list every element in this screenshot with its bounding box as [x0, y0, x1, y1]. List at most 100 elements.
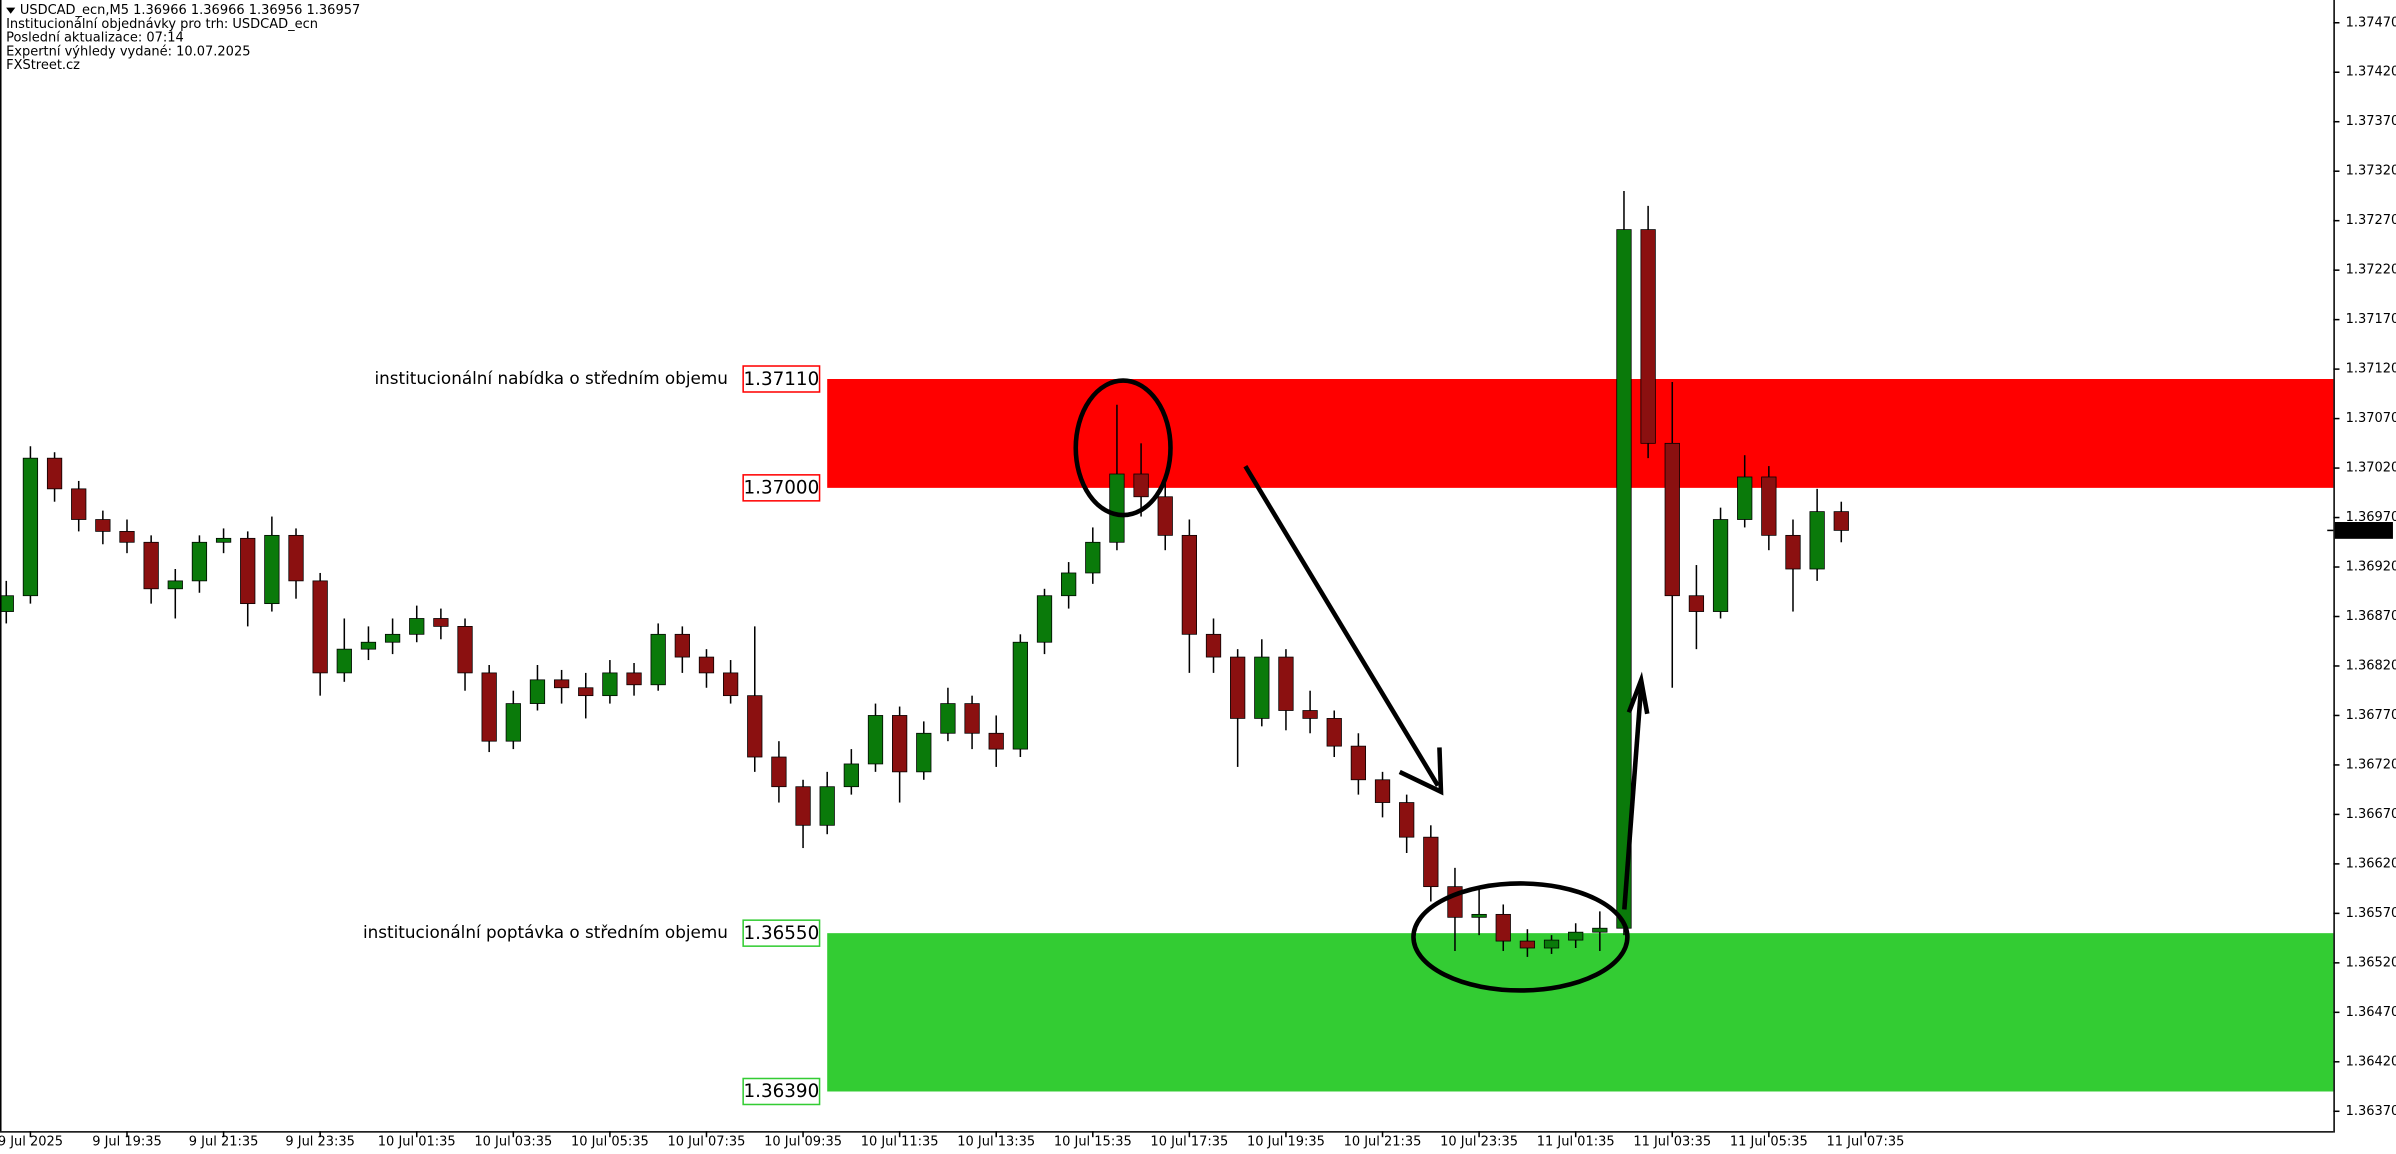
candle-body — [1592, 927, 1608, 933]
y-tick-label: 1.36420 — [2346, 1054, 2396, 1069]
arrow-head — [1626, 671, 1650, 715]
candle-body — [288, 534, 304, 582]
zone — [827, 379, 2334, 488]
candle-body — [1205, 633, 1222, 658]
candle-body — [505, 703, 521, 742]
x-tick-label: 10 Jul 21:35 — [1344, 1134, 1422, 1149]
x-tick-label: 10 Jul 05:35 — [571, 1134, 649, 1149]
candle-body — [1423, 836, 1439, 888]
candle-body — [1543, 939, 1560, 949]
zone-label: institucionální poptávka o středním obje… — [363, 922, 728, 942]
candle-body — [553, 679, 570, 689]
header-line: Institucionální objednávky pro trh: USDC… — [6, 17, 318, 32]
candle-body — [46, 457, 63, 490]
candle-body — [167, 580, 183, 590]
candle-body — [0, 595, 14, 612]
last-price-label: 1.36957 — [2339, 524, 2393, 539]
candle-body — [529, 679, 546, 704]
candle-body — [22, 457, 39, 597]
x-tick-label: 10 Jul 03:35 — [474, 1134, 552, 1149]
x-tick-label: 11 Jul 01:35 — [1537, 1134, 1615, 1149]
zone-price-box — [742, 474, 821, 502]
candle-body — [1133, 473, 1149, 498]
candle-body — [433, 618, 449, 627]
candle-body — [1012, 641, 1028, 750]
zone-price-box — [742, 365, 821, 393]
zone — [827, 933, 2334, 1092]
candle-body — [336, 648, 352, 674]
y-tick-label: 1.36820 — [2346, 658, 2396, 673]
candle-body — [1278, 656, 1294, 711]
y-tick-label: 1.36370 — [2346, 1104, 2396, 1119]
candle-body — [1326, 718, 1342, 747]
y-tick-label: 1.37270 — [2346, 213, 2396, 228]
candle-body — [916, 732, 932, 773]
axes: 1.37470 1.37420 1.37370 1.37320 1.37270 1.372… — [0, 15, 2396, 1149]
zone-label: institucionální nabídka o středním objem… — [374, 368, 727, 388]
y-tick-label: 1.37070 — [2346, 411, 2396, 426]
candle-body — [964, 703, 980, 734]
y-tick-label: 1.36470 — [2346, 1005, 2396, 1020]
zone-price-label: 1.37110 — [743, 369, 819, 390]
candle-body — [867, 715, 884, 765]
header-line: USDCAD_ecn,M5 1.36966 1.36966 1.36956 1.… — [20, 3, 360, 18]
menu-arrow — [6, 7, 16, 14]
candle-body — [1302, 710, 1318, 719]
y-tick-label: 1.37420 — [2346, 65, 2396, 80]
zone-price-label: 1.36550 — [743, 923, 819, 944]
candle-body — [1061, 572, 1077, 597]
ellipse-annotation — [1411, 881, 1630, 993]
candle-body — [1688, 595, 1705, 612]
header-line: Poslední aktualizace: 07:14 — [6, 31, 184, 46]
candle-body — [1833, 511, 1849, 531]
candle-body — [191, 541, 208, 582]
candle-body — [384, 633, 401, 643]
candle-body — [1568, 931, 1584, 941]
x-tick-label: 11 Jul 05:35 — [1730, 1134, 1808, 1149]
candle-body — [674, 633, 690, 658]
candle-body — [1085, 541, 1101, 574]
candle-body — [1350, 745, 1367, 781]
y-tick-label: 1.37370 — [2346, 114, 2396, 129]
zone-price-box — [742, 919, 821, 947]
candle-body — [1374, 779, 1391, 803]
candle-body — [1109, 473, 1125, 543]
arrow-head — [1398, 747, 1444, 796]
candle-body — [1399, 802, 1415, 838]
candle-body — [143, 541, 159, 590]
x-tick-label: 10 Jul 17:35 — [1150, 1134, 1228, 1149]
y-tick-label: 1.37470 — [2346, 15, 2396, 30]
candle-body — [1761, 476, 1777, 536]
zone-price-box — [742, 1077, 821, 1106]
candle-body — [1254, 656, 1270, 719]
x-tick-label: 10 Jul 11:35 — [861, 1134, 939, 1149]
y-tick-label: 1.37320 — [2346, 164, 2396, 179]
y-tick-label: 1.36670 — [2346, 807, 2396, 822]
candle-body — [409, 618, 425, 635]
arrow-annotation — [1243, 465, 1440, 787]
x-tick-label: 11 Jul 03:35 — [1633, 1134, 1711, 1149]
candle-body — [1471, 913, 1487, 918]
header: USDCAD_ecn,M5 1.36966 1.36966 1.36956 1.… — [6, 3, 360, 73]
candle-body — [1181, 534, 1197, 635]
candle-body — [650, 633, 666, 686]
candle-body — [95, 519, 111, 532]
candle-body — [215, 537, 232, 543]
zone-price-label: 1.37000 — [743, 478, 819, 499]
candle-body — [1737, 476, 1753, 520]
candle-body — [626, 672, 642, 686]
candle-body — [1230, 656, 1246, 719]
zone-price-label: 1.36390 — [743, 1081, 819, 1102]
zones: institucionální nabídka o středním objem… — [363, 365, 2334, 1106]
candle-body — [1495, 913, 1511, 942]
y-tick-label: 1.36920 — [2346, 560, 2396, 575]
x-tick-label: 11 Jul 07:35 — [1826, 1134, 1904, 1149]
candle-body — [578, 687, 594, 697]
candle-body — [119, 531, 135, 543]
candle-body — [71, 488, 87, 520]
candle-body — [481, 672, 497, 742]
y-tick-label: 1.37170 — [2346, 312, 2396, 327]
candle-body — [843, 763, 859, 788]
x-tick-label: 10 Jul 07:35 — [668, 1134, 746, 1149]
